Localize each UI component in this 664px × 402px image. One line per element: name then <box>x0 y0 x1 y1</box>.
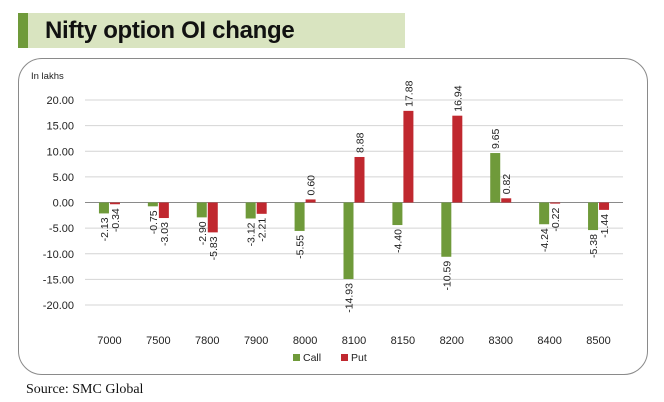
call-bar <box>539 202 550 225</box>
call-data-label: -4.40 <box>392 229 404 253</box>
put-data-label: 17.88 <box>403 80 415 106</box>
source-note: Source: SMC Global <box>26 382 144 397</box>
oi-change-chart: In lakhs 20.00 15.00 10.00 5.00 0.00 -5.00 -10.… <box>31 71 623 364</box>
call-bar <box>98 202 109 214</box>
put-bar <box>550 202 561 204</box>
call-data-label: -14.93 <box>344 283 356 313</box>
x-tick-label: 8100 <box>342 335 366 347</box>
x-tick-label: 8150 <box>391 335 415 347</box>
call-bar <box>294 202 305 231</box>
put-bar <box>305 199 316 203</box>
call-bar <box>147 202 158 207</box>
put-data-label: 16.94 <box>452 85 464 111</box>
x-tick-label: 8300 <box>488 335 512 347</box>
put-data-label: -5.83 <box>208 236 220 260</box>
call-bar <box>490 153 501 203</box>
x-tick-label: 8400 <box>537 335 561 347</box>
x-tick-label: 8200 <box>440 335 464 347</box>
put-bar <box>354 156 365 203</box>
call-bar <box>343 202 354 280</box>
put-bar <box>207 202 218 233</box>
y-tick-label: 10.00 <box>46 146 74 158</box>
call-bar <box>245 202 256 219</box>
call-data-label: -0.75 <box>148 210 160 234</box>
legend-call-swatch <box>293 354 300 361</box>
chart-frame: In lakhs 20.00 15.00 10.00 5.00 0.00 -5.00 -10.… <box>18 58 648 375</box>
put-bar <box>256 202 267 214</box>
call-data-label: -3.12 <box>246 222 258 246</box>
call-data-label: -10.59 <box>441 261 453 291</box>
call-bar <box>392 202 403 226</box>
y-tick-label: -20.00 <box>43 300 74 312</box>
y-tick-label: 20.00 <box>46 95 74 107</box>
call-bar <box>196 202 207 218</box>
x-tick-label: 7900 <box>244 335 268 347</box>
call-data-label: -4.24 <box>539 228 551 252</box>
call-data-label: -2.13 <box>99 217 111 241</box>
title-accent-stripe <box>18 13 28 48</box>
put-data-label: 8.88 <box>355 132 367 153</box>
call-data-label: -2.90 <box>197 221 209 245</box>
put-data-label: -2.21 <box>257 218 269 242</box>
x-tick-label: 7800 <box>195 335 219 347</box>
page-title: Nifty option OI change <box>45 17 295 44</box>
y-tick-label: 5.00 <box>53 172 74 184</box>
put-bar <box>403 110 414 203</box>
put-data-label: -1.44 <box>599 214 611 238</box>
call-data-label: -5.55 <box>295 235 307 259</box>
call-data-label: 9.65 <box>490 128 502 149</box>
x-tick-label: 7500 <box>146 335 170 347</box>
put-bar <box>158 202 169 219</box>
y-tick-label: -15.00 <box>43 274 74 286</box>
x-tick-label: 8000 <box>293 335 317 347</box>
title-bar: Nifty option OI change <box>18 13 405 48</box>
put-data-label: -3.03 <box>159 222 171 246</box>
put-data-label: -0.22 <box>550 207 562 231</box>
put-bar <box>109 202 120 205</box>
put-data-label: 0.82 <box>501 174 513 195</box>
y-tick-label: 0.00 <box>53 198 74 210</box>
put-bar <box>599 202 610 210</box>
y-tick-label: 15.00 <box>46 121 74 133</box>
put-bar <box>452 115 463 203</box>
legend-put-label: Put <box>351 352 367 364</box>
put-data-label: 0.60 <box>306 175 318 196</box>
legend-call-label: Call <box>303 352 321 364</box>
y-tick-label: -5.00 <box>49 223 74 235</box>
call-bar <box>441 202 452 257</box>
y-tick-label: -10.00 <box>43 249 74 261</box>
call-bar <box>588 202 599 231</box>
put-bar <box>501 198 512 203</box>
put-data-label: -0.34 <box>110 208 122 232</box>
x-tick-label: 7000 <box>97 335 121 347</box>
legend-put-swatch <box>341 354 348 361</box>
x-tick-label: 8500 <box>586 335 610 347</box>
call-data-label: -5.38 <box>588 234 600 258</box>
y-axis-label: In lakhs <box>31 71 64 82</box>
